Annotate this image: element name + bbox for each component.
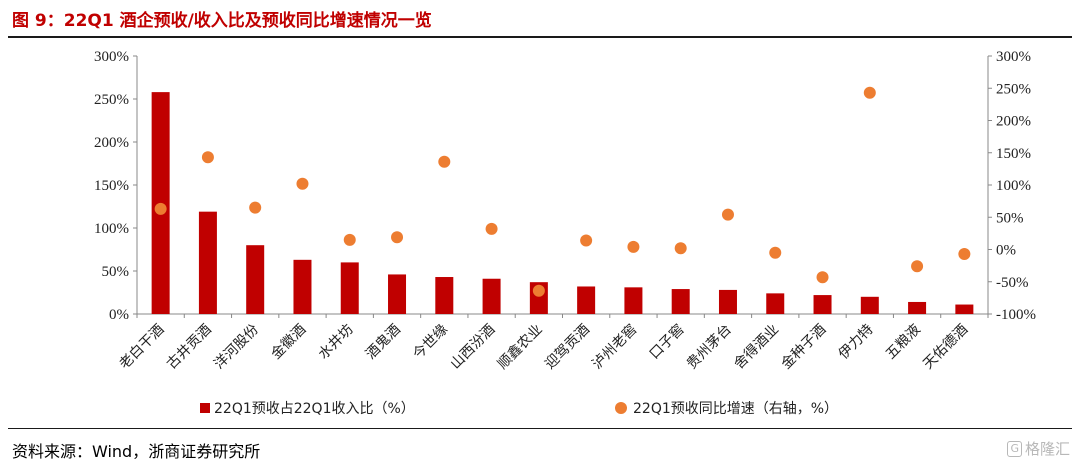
watermark-text: 格隆汇: [1024, 440, 1070, 458]
category-label: 顺鑫农业: [494, 321, 546, 373]
bar-14: [766, 293, 785, 314]
category-label: 洋河股份: [211, 322, 262, 373]
right-tick-label: 150%: [996, 146, 1031, 162]
dot-10: [580, 234, 593, 247]
category-label: 泸州老窖: [589, 321, 641, 373]
dot-18: [958, 248, 971, 261]
category-label: 今世缘: [410, 322, 451, 363]
left-tick-label: 150%: [94, 178, 129, 194]
bar-3: [246, 245, 265, 314]
footer-rule: [8, 428, 1072, 429]
dot-14: [769, 246, 782, 259]
bar-15: [813, 295, 832, 314]
category-label: 古井贡酒: [164, 322, 215, 373]
bar-8: [482, 278, 501, 314]
right-tick-label: 300%: [996, 49, 1031, 65]
left-tick-label: 200%: [94, 135, 129, 151]
left-tick-label: 300%: [94, 49, 129, 65]
source-note: 资料来源：Wind，浙商证券研究所: [12, 442, 261, 461]
right-tick-label: -50%: [996, 275, 1029, 291]
bar-16: [860, 296, 879, 314]
dot-16: [863, 86, 876, 99]
left-tick-label: 0%: [109, 307, 129, 323]
bar-6: [388, 274, 407, 314]
legend-bar-swatch: [200, 403, 210, 413]
watermark: G 格隆汇: [1007, 438, 1070, 459]
bar-17: [908, 301, 927, 314]
category-label: 酒鬼酒: [363, 322, 404, 363]
dot-11: [627, 240, 640, 253]
dot-2: [201, 151, 214, 164]
right-tick-label: 0%: [996, 243, 1016, 259]
bar-13: [718, 289, 737, 314]
gelonghui-logo-icon: G: [1007, 441, 1022, 457]
left-tick-label: 250%: [94, 92, 129, 108]
left-tick-label: 50%: [102, 264, 130, 280]
dot-6: [391, 231, 404, 244]
right-tick-label: 50%: [996, 210, 1024, 226]
category-label: 金徽酒: [268, 322, 309, 363]
right-tick-label: -100%: [996, 307, 1036, 323]
dot-4: [296, 177, 309, 190]
legend-dot-label: 22Q1预收同比增速（右轴，%）: [633, 401, 838, 417]
dot-7: [438, 155, 451, 168]
category-label: 老白干酒: [117, 322, 168, 373]
dot-3: [249, 201, 262, 214]
dot-17: [911, 260, 924, 273]
category-label: 伊力特: [836, 322, 877, 363]
right-tick-label: 100%: [996, 178, 1031, 194]
bar-12: [671, 289, 690, 314]
category-label: 口子窖: [646, 321, 688, 363]
chart: 0% 50% 100% 150% 200% 250% 300% -100% -50% 0% 50% 1…: [94, 49, 1036, 417]
bar-7: [435, 277, 454, 314]
right-tick-label: 200%: [996, 114, 1031, 130]
category-label: 贵州茅台: [684, 322, 735, 373]
bar-2: [198, 211, 217, 314]
bar-18: [955, 304, 974, 314]
category-label: 舍得酒业: [730, 321, 782, 373]
dot-13: [721, 208, 734, 221]
dot-12: [674, 242, 687, 255]
dot-8: [485, 222, 498, 235]
title-rule: [8, 36, 1072, 38]
legend-bar-label: 22Q1预收占22Q1收入比（%）: [214, 401, 415, 417]
bar-10: [577, 286, 596, 314]
category-label: 金种子酒: [778, 322, 829, 373]
bar-4: [293, 259, 312, 314]
legend-dot-swatch: [615, 402, 627, 414]
category-label: 山西汾酒: [448, 322, 499, 373]
right-tick-label: 250%: [996, 81, 1031, 97]
category-label: 天佑德酒: [920, 322, 971, 373]
figure-title: 图 9：22Q1 酒企预收/收入比及预收同比增速情况一览: [12, 11, 432, 31]
left-tick-label: 100%: [94, 221, 129, 237]
dot-1: [154, 202, 167, 215]
dot-9: [532, 284, 545, 297]
category-label: 水井坊: [316, 322, 357, 363]
dot-15: [816, 271, 829, 284]
category-label: 迎驾贡酒: [542, 322, 593, 373]
dot-5: [343, 233, 356, 246]
category-label: 五粮液: [883, 322, 924, 363]
bar-5: [340, 262, 359, 314]
bar-11: [624, 287, 643, 314]
